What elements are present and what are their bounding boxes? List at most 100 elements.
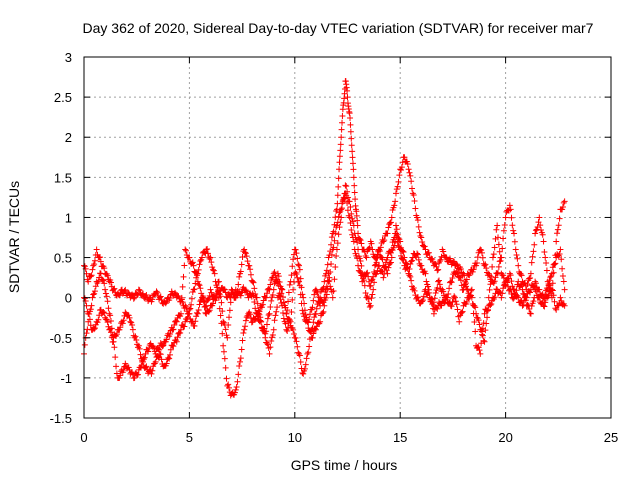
data-point	[493, 226, 500, 233]
data-point	[293, 338, 300, 345]
data-point	[266, 286, 273, 293]
data-point	[456, 318, 463, 325]
data-point	[378, 268, 385, 275]
data-point	[356, 236, 363, 243]
data-point	[373, 270, 380, 277]
data-point	[449, 274, 456, 281]
data-point	[263, 321, 270, 328]
data-point	[416, 229, 423, 236]
data-point	[338, 126, 345, 133]
data-point	[285, 289, 292, 296]
data-point	[396, 172, 403, 179]
data-point	[264, 341, 271, 348]
data-point	[141, 295, 148, 302]
data-point	[267, 344, 274, 351]
data-point	[299, 291, 306, 298]
data-point	[366, 304, 373, 311]
data-point	[317, 318, 324, 325]
data-point	[237, 355, 244, 362]
data-point	[351, 189, 358, 196]
data-point	[101, 265, 108, 272]
data-point	[532, 288, 539, 295]
data-point	[191, 286, 198, 293]
data-point	[157, 293, 164, 300]
data-point	[532, 227, 539, 234]
data-point	[135, 286, 142, 293]
data-point	[252, 305, 259, 312]
data-point	[323, 267, 330, 274]
data-point	[467, 270, 474, 277]
data-point	[186, 306, 193, 313]
data-point	[468, 286, 475, 293]
data-point	[272, 272, 279, 279]
data-point	[222, 289, 229, 296]
data-point	[384, 230, 391, 237]
data-point	[548, 273, 555, 280]
data-point	[414, 250, 421, 257]
data-point	[348, 142, 355, 149]
data-point	[470, 266, 477, 273]
data-point	[232, 386, 239, 393]
data-points-layer	[81, 78, 568, 399]
data-point	[226, 314, 233, 321]
data-point	[409, 185, 416, 192]
data-point	[194, 278, 201, 285]
data-point	[263, 290, 270, 297]
data-point	[167, 346, 174, 353]
data-point	[361, 282, 368, 289]
data-point	[88, 272, 95, 279]
data-point	[332, 214, 339, 221]
tick-labels-layer: 0 5 10 15 20 25 -1.5 -1 -0.5 0 0.5 1 1.5 2 2.5 3	[50, 50, 619, 445]
data-point	[393, 226, 400, 233]
data-point	[328, 241, 335, 248]
data-point	[312, 286, 319, 293]
data-point	[110, 338, 117, 345]
data-point	[422, 246, 429, 253]
data-point	[477, 246, 484, 253]
data-point	[258, 304, 265, 311]
data-point	[511, 230, 518, 237]
data-point	[126, 314, 133, 321]
data-point	[206, 255, 213, 262]
data-point	[398, 164, 405, 171]
data-point	[302, 311, 309, 318]
data-point	[190, 262, 197, 269]
data-point	[262, 334, 269, 341]
data-point	[196, 261, 203, 268]
x-tick-label: 5	[186, 430, 193, 445]
data-point	[107, 325, 114, 332]
data-point	[207, 286, 214, 293]
data-point	[561, 302, 568, 309]
data-point	[267, 281, 274, 288]
data-point	[548, 286, 555, 293]
data-point	[301, 307, 308, 314]
data-point	[239, 337, 246, 344]
data-point	[481, 310, 488, 317]
data-point	[130, 295, 137, 302]
data-point	[395, 178, 402, 185]
data-point	[113, 370, 120, 377]
data-point	[196, 282, 203, 289]
y-tick-label: 2.5	[54, 90, 72, 105]
data-point	[354, 239, 361, 246]
data-point	[204, 246, 211, 253]
data-point	[107, 317, 114, 324]
data-point	[475, 317, 482, 324]
data-point	[269, 291, 276, 298]
data-point	[344, 194, 351, 201]
data-point	[347, 204, 354, 210]
data-point	[343, 183, 350, 190]
data-point	[290, 251, 297, 258]
data-point	[425, 286, 432, 293]
data-point	[91, 290, 98, 297]
y-tick-label: -1	[60, 371, 72, 386]
data-point	[380, 238, 387, 245]
data-point	[495, 241, 502, 248]
data-point	[134, 371, 141, 378]
data-point	[208, 289, 215, 296]
y-tick-label: -0.5	[50, 331, 72, 346]
data-point	[91, 261, 98, 268]
data-point	[148, 370, 155, 377]
data-point	[87, 273, 94, 280]
